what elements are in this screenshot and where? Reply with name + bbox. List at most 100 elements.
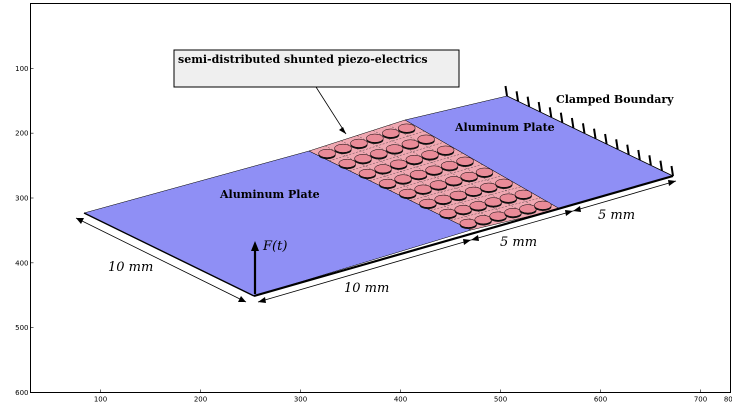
piezo-patch [475, 167, 494, 178]
plate-right-label: Aluminum Plate [454, 121, 555, 134]
piezo-patch [405, 154, 424, 166]
hatch-mark [526, 96, 531, 107]
y-axis-ticks: 100 200 300 400 500 600 [15, 65, 34, 397]
y-tick-label: 400 [15, 259, 28, 267]
piezo-patch [495, 178, 513, 189]
hatch-mark [515, 91, 520, 102]
dim-front-arrow-b [463, 239, 471, 245]
piezo-patch [382, 128, 400, 139]
dim-front-label: 10 mm [344, 281, 389, 296]
hatch-mark [626, 144, 630, 155]
piezo-patch [389, 159, 408, 170]
x-tick-label: 500 [494, 396, 507, 404]
hatch-mark [504, 85, 508, 97]
grid-line [329, 130, 425, 162]
piezo-patch [350, 138, 368, 150]
hatch-mark [593, 128, 597, 139]
dim-right-arrow-a [573, 206, 581, 212]
hatch-mark [581, 123, 586, 134]
piezo-patch [519, 204, 537, 215]
callout-box [173, 49, 460, 88]
piezo-patch [514, 189, 533, 201]
x-tick-label: 600 [594, 396, 607, 404]
plate-left-label: Aluminum Plate [219, 188, 320, 201]
dim-right-arrow-b [668, 180, 676, 186]
piezo-patches [318, 123, 552, 230]
grid-line [430, 186, 522, 211]
force-arrowhead [251, 241, 259, 251]
grid-line [450, 197, 541, 221]
piezo-patch [421, 150, 439, 161]
piezo-patch [399, 188, 417, 200]
dim-mid-line [470, 210, 574, 241]
x-tick-label: 200 [194, 396, 207, 404]
hatch-mark [537, 101, 542, 113]
piezo-patch [499, 193, 518, 204]
piezo-patch [366, 133, 384, 145]
hatch-mark [559, 112, 564, 123]
force-label: F(t) [262, 239, 287, 254]
piezo-patch [489, 211, 507, 222]
y-tick-label: 300 [15, 195, 28, 203]
dim-left-label: 10 mm [108, 260, 153, 275]
piezo-patch [484, 197, 503, 208]
x-axis-ticks: 100 200 300 400 500 600 700 800 [94, 389, 732, 404]
piezo-patch [456, 156, 474, 167]
callout-arrowhead [339, 127, 346, 134]
piezo-patch [445, 176, 463, 187]
dim-front-line [257, 239, 472, 303]
piezo-patch [480, 182, 498, 194]
hatch-mark [648, 155, 652, 166]
hatch-mark [604, 133, 608, 145]
piezo-patch [440, 161, 459, 172]
grid-line [356, 135, 516, 220]
grid-line [324, 145, 486, 227]
x-tick-label: 700 [694, 396, 707, 404]
piezo-patch [454, 205, 472, 216]
y-tick-label: 500 [15, 324, 28, 332]
grid-line [349, 142, 444, 171]
y-tick-label: 100 [15, 65, 28, 73]
hatch-mark [659, 160, 663, 171]
piezo-patch [425, 165, 443, 176]
piezo-patch [434, 194, 452, 206]
grid-line [340, 140, 501, 224]
piezo-patch [419, 198, 437, 210]
piezo-patch [474, 215, 492, 226]
dim-left-arrow-b [238, 296, 246, 302]
piezo-patch [534, 200, 552, 212]
x-tick-label: 300 [294, 396, 307, 404]
plate-front-edge [253, 174, 674, 298]
dim-mid-arrow-a [471, 235, 479, 241]
hatch-mark [548, 107, 553, 118]
piezo-patch [449, 190, 468, 202]
x-tick-label: 100 [94, 396, 107, 404]
piezo-patch [439, 208, 457, 220]
piezo-patch [394, 174, 412, 185]
dim-front-arrow-a [258, 297, 266, 303]
dim-right-label: 5 mm [598, 208, 635, 223]
x-tick-label: 400 [394, 396, 407, 404]
piezo-patch [338, 158, 357, 170]
piezo-patch [354, 154, 372, 165]
piezo-patch [464, 186, 483, 198]
callout-leader [315, 86, 347, 135]
y-tick-label: 200 [15, 130, 28, 138]
piezo-patch [334, 143, 352, 155]
piezo-patch [378, 178, 397, 190]
piezo-patch [459, 218, 478, 230]
dim-mid-label: 5 mm [500, 235, 537, 250]
hatch-mark [615, 139, 619, 150]
piezo-patch [318, 148, 336, 160]
y-tick-label: 600 [15, 389, 28, 397]
piezo-patch [358, 168, 377, 180]
clamped-boundary-label: Clamped Boundary [556, 93, 674, 106]
piezo-patch [469, 201, 488, 212]
piezo-patch [409, 170, 428, 181]
clamped-boundary-hatches [504, 85, 674, 177]
x-tick-label: 800 [724, 396, 732, 404]
plate-left-edge [83, 212, 255, 297]
piezo-patch [436, 145, 455, 156]
callout-label: semi-distributed shunted piezo-electrics [178, 53, 428, 66]
